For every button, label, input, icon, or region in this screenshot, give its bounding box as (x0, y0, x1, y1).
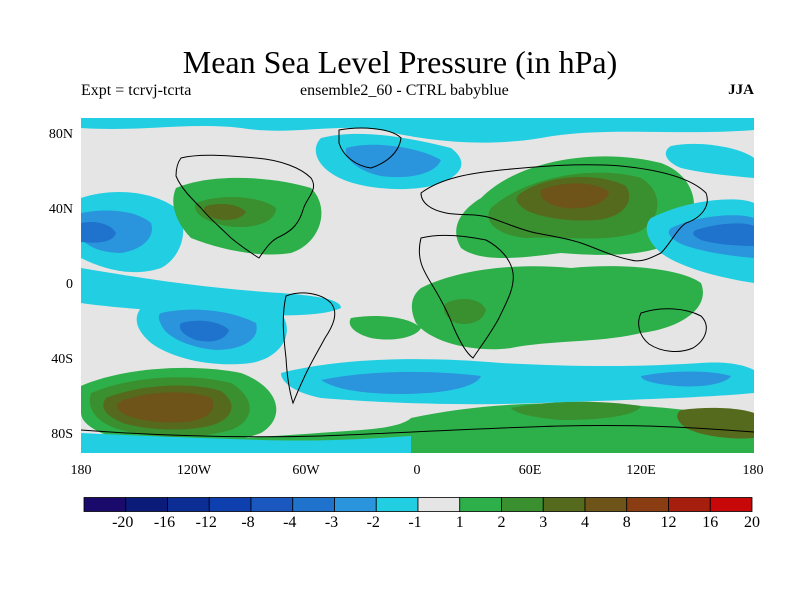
lon-label: 180 (742, 463, 764, 478)
colorbar-label: -3 (324, 514, 339, 531)
field-contour (693, 223, 754, 246)
lon-label: 180 (70, 463, 92, 478)
colorbar-label: 1 (455, 514, 464, 531)
field-contour (81, 118, 754, 143)
lat-label: 0 (66, 277, 73, 292)
colorbar-label: -2 (366, 514, 380, 531)
field-contour (321, 371, 481, 394)
field-contour (665, 143, 754, 178)
colorbar-label: -8 (241, 514, 255, 531)
coastline-north-america (175, 154, 315, 259)
coastline-greenland (338, 127, 402, 169)
field-contour (511, 401, 641, 420)
field-contour (179, 320, 229, 342)
colorbar-label: 3 (539, 514, 548, 531)
season-label: JJA (728, 82, 754, 98)
field-contour (540, 183, 609, 209)
lat-label: 40N (48, 202, 73, 217)
lon-label: 60E (518, 463, 542, 478)
lon-label: 60W (292, 463, 320, 478)
colorbar-swatch (501, 497, 544, 512)
ensemble-label: ensemble2_60 - CTRL babyblue (300, 82, 509, 99)
colorbar-label: 2 (497, 514, 506, 531)
colorbar-label: -1 (408, 514, 422, 531)
field-contour (203, 204, 246, 220)
coastlines (81, 127, 754, 438)
coastline-europe-asia (420, 164, 708, 262)
coastline-antarctica (81, 424, 754, 438)
field-contour (349, 316, 421, 340)
colorbar (83, 497, 753, 512)
colorbar-swatch (83, 497, 127, 512)
pressure-map (81, 118, 754, 453)
colorbar-swatch (375, 497, 419, 512)
chart-title: Mean Sea Level Pressure (in hPa) (182, 44, 618, 80)
colorbar-swatch (292, 497, 335, 512)
field-contour (81, 222, 116, 243)
coastline-australia (638, 308, 707, 352)
colorbar-label: -16 (153, 514, 176, 531)
coastline-africa (418, 234, 514, 359)
colorbar-swatch (125, 497, 168, 512)
field-contour (345, 144, 441, 178)
field-contour (411, 266, 703, 350)
colorbar-swatch (668, 497, 711, 512)
colorbar-swatch (626, 497, 669, 512)
field-contour (117, 392, 214, 423)
colorbar-swatch (584, 497, 628, 512)
field-contour (443, 298, 486, 324)
experiment-label: Expt = tcrvj-tcrta (81, 82, 192, 99)
colorbar-label: -12 (195, 514, 217, 531)
field-contour (641, 371, 731, 387)
lon-label: 120E (626, 463, 656, 478)
lon-label: 120W (176, 463, 212, 478)
field-contour (81, 268, 341, 316)
field-contour (81, 433, 411, 453)
colorbar-swatch (208, 497, 252, 512)
colorbar-label: -4 (283, 514, 297, 531)
lat-label: 80N (48, 127, 73, 142)
colorbar-label: -20 (112, 514, 134, 531)
lon-label: 0 (413, 463, 421, 478)
colorbar-swatch (250, 497, 294, 512)
lat-label: 40S (51, 352, 73, 367)
colorbar-swatch (709, 497, 753, 512)
colorbar-swatch (542, 497, 586, 512)
colorbar-label: 16 (702, 514, 719, 531)
coastline-south-america (282, 292, 336, 405)
colorbar-label: 8 (622, 514, 631, 531)
colorbar-swatch (417, 497, 461, 512)
colorbar-swatch (167, 497, 210, 512)
colorbar-swatch (459, 497, 502, 512)
lat-label: 80S (51, 427, 73, 442)
colorbar-label: 20 (744, 514, 760, 531)
colorbar-swatch (334, 497, 377, 512)
colorbar-label: 12 (660, 514, 677, 531)
colorbar-label: 4 (581, 514, 589, 531)
